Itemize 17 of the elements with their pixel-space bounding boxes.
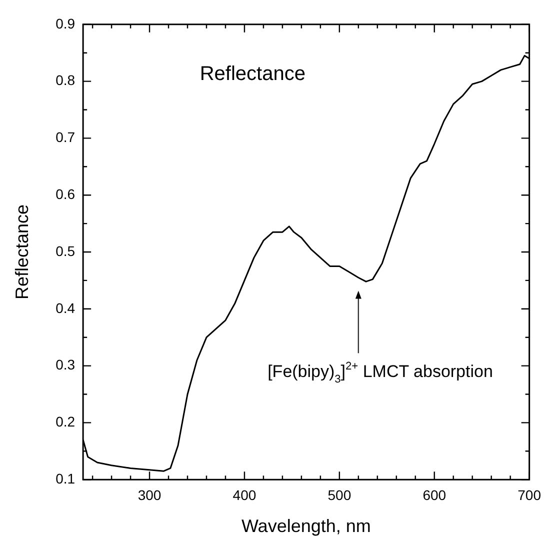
y-tick-label: 0.1 [56,470,76,486]
y-tick-label: 0.2 [56,414,76,430]
y-tick-label: 0.6 [56,186,76,202]
x-axis-title: Wavelength, nm [241,516,371,536]
y-tick-label: 0.7 [56,129,76,146]
y-axis-title: Reflectance [12,204,32,300]
y-tick-label: 0.9 [56,15,76,32]
x-tick-label: 500 [328,486,352,503]
x-tick-label: 700 [518,486,542,503]
y-tick-label: 0.8 [56,72,76,88]
x-tick-label: 400 [232,486,256,503]
y-tick-label: 0.3 [56,356,76,373]
x-tick-label: 600 [422,486,446,503]
x-tick-label: 300 [138,486,162,503]
text: Reflectance [200,62,306,85]
y-tick-label: 0.4 [56,300,76,316]
y-tick-label: 0.5 [56,242,76,259]
